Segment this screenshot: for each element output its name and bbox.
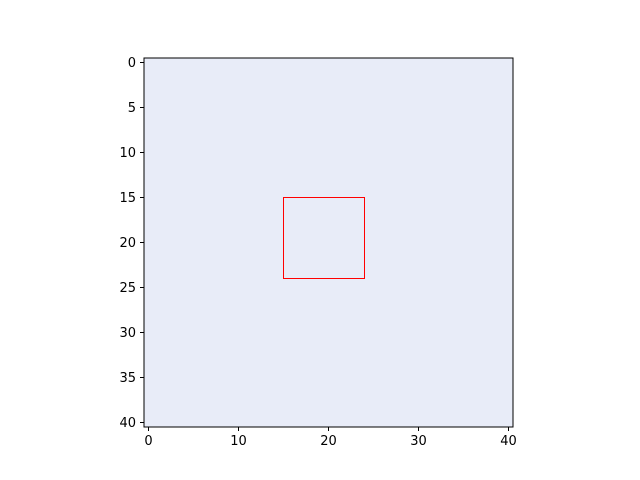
y-axis: 0 5 10 15 20 25 30 35 40: [119, 56, 144, 431]
y-tick-label: 30: [119, 326, 136, 341]
pixelated-text: paıtm·: [105, 182, 545, 304]
y-tick-label: 15: [119, 191, 136, 206]
y-tick-label: 5: [128, 101, 136, 116]
y-tick-label: 20: [119, 236, 136, 251]
x-tick-label: 0: [144, 434, 152, 449]
x-tick-label: 40: [500, 434, 517, 449]
image-background: [144, 58, 513, 427]
y-tick-label: 0: [128, 56, 136, 71]
image-text: paıtm·: [105, 182, 545, 304]
heatmap-image: paıtm·: [105, 58, 545, 427]
x-tick-label: 30: [410, 434, 427, 449]
x-tick-label: 20: [320, 434, 337, 449]
y-tick-label: 35: [119, 371, 136, 386]
y-tick-label: 10: [119, 146, 136, 161]
x-axis: 0 10 20 30 40: [144, 427, 517, 449]
y-tick-label: 40: [119, 416, 136, 431]
highlight-box: [283, 197, 365, 279]
y-tick-label: 25: [119, 281, 136, 296]
x-tick-label: 10: [230, 434, 247, 449]
